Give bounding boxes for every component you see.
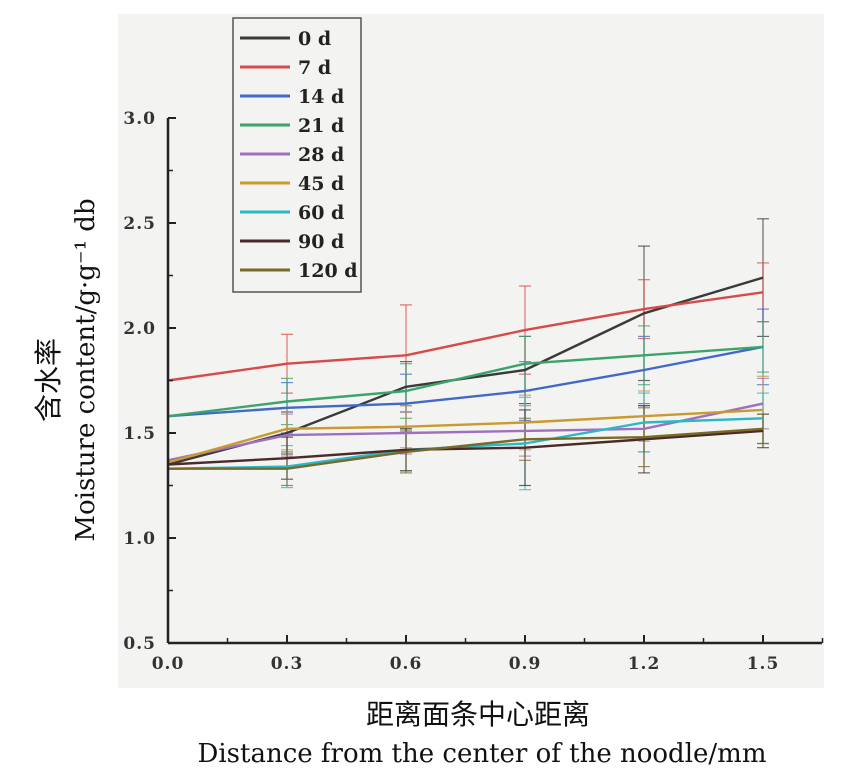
x-tick-label: 1.2	[628, 654, 661, 674]
series-line-90d	[167, 429, 764, 466]
x-tick-label: 0.6	[390, 654, 423, 674]
series-line-28d	[167, 402, 764, 462]
series-line-7d	[167, 291, 764, 382]
series-line-60d	[167, 417, 764, 470]
x-tick-label: 0.9	[509, 654, 542, 674]
legend-label: 7 d	[298, 57, 331, 79]
legend-label: 28 d	[298, 144, 344, 166]
legend-label: 0 d	[298, 28, 331, 50]
legend-label: 45 d	[298, 173, 344, 195]
y-tick-label: 1.0	[123, 529, 156, 549]
legend-label: 21 d	[298, 115, 344, 137]
legend: 0 d 7 d 14 d 21 d 28 d 45 d 60 d 90 d 120 d	[232, 17, 362, 293]
x-tick-label: 0.3	[271, 654, 304, 674]
series-line-120d	[168, 427, 764, 470]
x-axis-title: Distance from the center of the noodle/m…	[198, 739, 767, 769]
legend-label: 120 d	[298, 260, 358, 282]
y-tick-label: 2.5	[123, 214, 156, 234]
legend-label: 90 d	[298, 231, 344, 253]
x-axis-title-cn: 距离面条中心距离	[366, 698, 590, 731]
series-line-14d	[167, 345, 764, 418]
series-line-21d	[167, 345, 764, 418]
y-axis-title: Moisture content/g·g⁻¹ db	[71, 198, 101, 541]
y-axis-title-cn: 含水率	[32, 338, 65, 422]
x-tick-label: 0.0	[152, 654, 185, 674]
y-tick-label: 3.0	[123, 109, 156, 129]
x-tick-label: 1.5	[747, 654, 780, 674]
y-tick-label: 0.5	[123, 634, 156, 654]
y-tick-label: 2.0	[123, 319, 156, 339]
legend-label: 60 d	[298, 202, 344, 224]
series-line-45d	[167, 408, 764, 464]
legend-label: 14 d	[298, 86, 344, 108]
y-tick-label: 1.5	[123, 424, 156, 444]
